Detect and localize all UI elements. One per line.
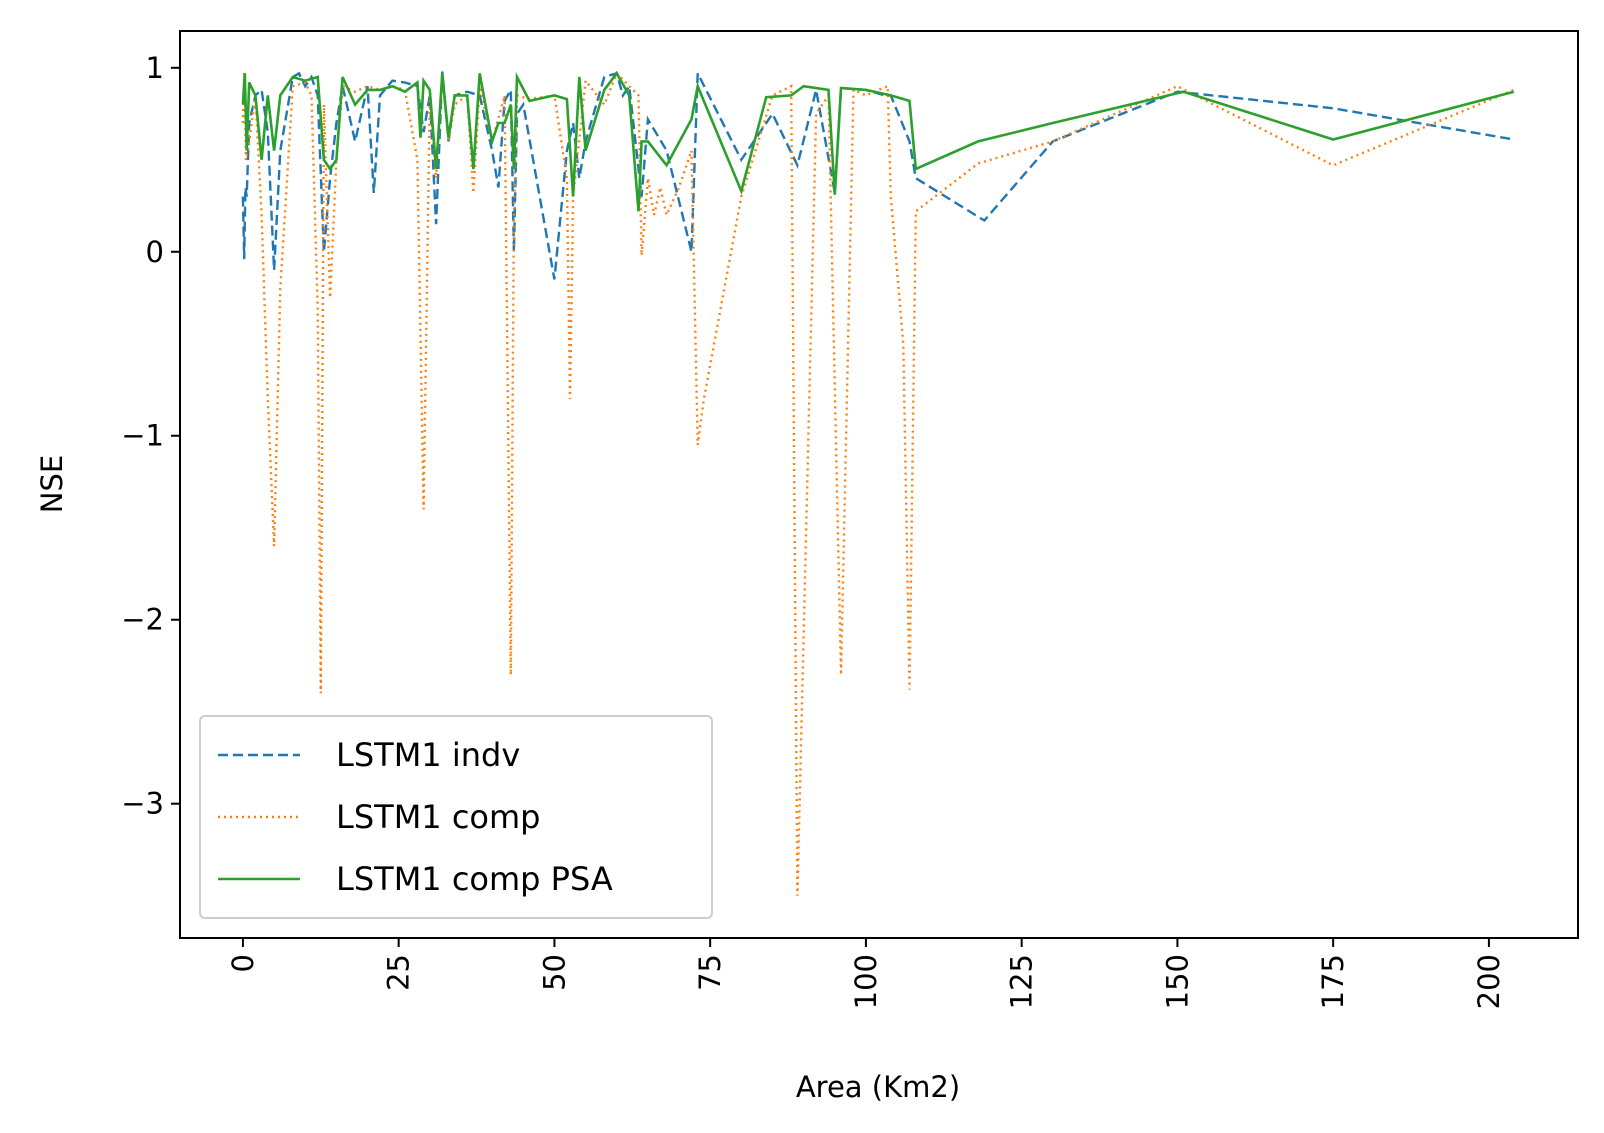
x-axis: 0 25 50 75 100 125 150 175 200 bbox=[226, 938, 1506, 1009]
y-tick-label: −2 bbox=[121, 603, 164, 637]
x-tick-label: 150 bbox=[1160, 954, 1194, 1009]
legend-label: LSTM1 comp PSA bbox=[336, 860, 613, 898]
plot-area bbox=[241, 70, 1515, 896]
x-tick-label: 25 bbox=[382, 954, 416, 991]
y-tick-label: −3 bbox=[121, 787, 164, 821]
x-tick-label: 50 bbox=[537, 954, 571, 991]
y-axis: 1 0 −1 −2 −3 bbox=[121, 51, 180, 821]
x-axis-label: Area (Km2) bbox=[796, 1070, 960, 1104]
y-tick-label: −1 bbox=[121, 419, 164, 453]
legend-box bbox=[199, 715, 713, 919]
y-tick-label: 1 bbox=[146, 51, 164, 85]
legend-label: LSTM1 indv bbox=[336, 736, 520, 774]
series-line-3 bbox=[241, 70, 1515, 212]
x-tick-label: 75 bbox=[693, 954, 727, 991]
legend: LSTM1 indv LSTM1 comp LSTM1 comp PSA bbox=[199, 715, 713, 919]
series-line-1 bbox=[241, 71, 1515, 280]
x-tick-label: 100 bbox=[849, 954, 883, 1009]
x-tick-label: 125 bbox=[1005, 954, 1039, 1009]
y-axis-label: NSE bbox=[35, 455, 69, 513]
y-tick-label: 0 bbox=[146, 235, 164, 269]
x-tick-label: 175 bbox=[1316, 954, 1350, 1009]
x-tick-label: 0 bbox=[226, 954, 260, 972]
plot-frame bbox=[179, 30, 1579, 939]
x-tick-label: 200 bbox=[1472, 954, 1506, 1009]
legend-label: LSTM1 comp bbox=[336, 798, 540, 836]
